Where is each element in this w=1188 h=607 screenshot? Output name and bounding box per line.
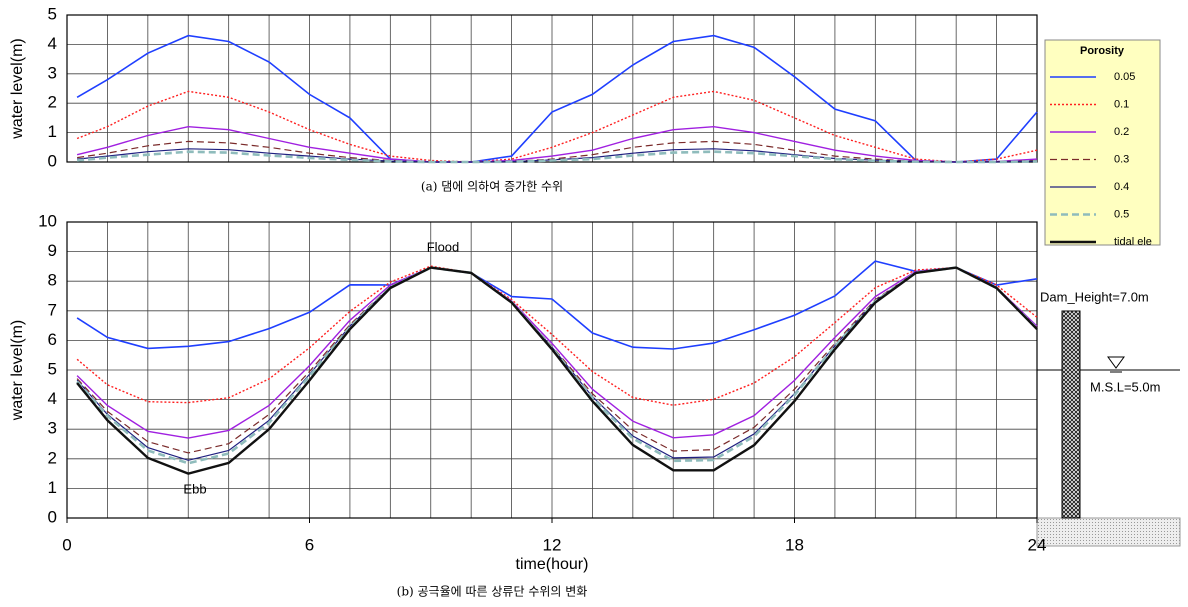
series-line bbox=[76, 260, 1038, 350]
legend-label: 0.3 bbox=[1114, 153, 1129, 165]
series-line bbox=[76, 266, 1038, 465]
plot-frame bbox=[66, 221, 1038, 519]
y-tick-label: 4 bbox=[48, 34, 57, 53]
series-line bbox=[76, 125, 1038, 163]
y-tick-label: 0 bbox=[48, 507, 57, 526]
y-tick-label: 5 bbox=[48, 359, 57, 378]
y-tick-label: 8 bbox=[48, 271, 57, 290]
y-tick-label: 1 bbox=[48, 122, 57, 141]
legend-label: 0.2 bbox=[1114, 126, 1129, 138]
y-tick-label: 6 bbox=[48, 330, 57, 349]
y-tick-label: 3 bbox=[48, 63, 57, 82]
plot-frame bbox=[66, 14, 1038, 163]
y-tick-label: 7 bbox=[48, 300, 57, 319]
caption: (b) 공극율에 따른 상류단 수위의 변화 bbox=[397, 585, 588, 599]
series-line bbox=[76, 266, 1038, 475]
y-tick-label: 10 bbox=[38, 211, 57, 230]
legend-label: 0.05 bbox=[1114, 71, 1135, 83]
x-tick-label: 24 bbox=[1028, 535, 1047, 554]
caption: (a) 댐에 의하여 증가한 수위 bbox=[421, 180, 563, 194]
y-tick-label: 3 bbox=[48, 419, 57, 438]
legend-title: Porosity bbox=[1080, 45, 1125, 57]
series-line bbox=[76, 266, 1038, 454]
annotation: M.S.L=5.0m bbox=[1090, 379, 1160, 394]
legend-box bbox=[1044, 39, 1161, 246]
ground bbox=[1036, 517, 1181, 547]
annotation: Ebb bbox=[183, 481, 206, 496]
annotation: Dam_Height=7.0m bbox=[1040, 289, 1149, 304]
x-tick-label: 12 bbox=[543, 535, 562, 554]
legend-label: 0.5 bbox=[1114, 208, 1129, 220]
x-axis-label: time(hour) bbox=[516, 556, 589, 573]
x-tick-label: 0 bbox=[62, 535, 71, 554]
y-tick-label: 2 bbox=[48, 448, 57, 467]
series-line bbox=[76, 266, 1038, 439]
x-tick-label: 6 bbox=[305, 535, 314, 554]
series-line bbox=[76, 34, 1038, 163]
dam bbox=[1061, 310, 1081, 519]
y-tick-label: 4 bbox=[48, 389, 57, 408]
y-tick-label: 0 bbox=[48, 151, 57, 170]
legend-label: 0.1 bbox=[1114, 98, 1129, 110]
y-tick-label: 5 bbox=[48, 4, 57, 23]
series-line bbox=[77, 140, 1038, 163]
x-tick-label: 18 bbox=[785, 535, 804, 554]
y-tick-label: 1 bbox=[48, 478, 57, 497]
series-line bbox=[76, 150, 1038, 164]
y-axis-label: water level(m) bbox=[9, 38, 26, 139]
y-tick-label: 2 bbox=[48, 93, 57, 112]
series-line bbox=[76, 90, 1038, 163]
y-axis-label: water level(m) bbox=[9, 320, 26, 421]
legend-label: 0.4 bbox=[1114, 181, 1129, 193]
y-tick-label: 9 bbox=[48, 241, 57, 260]
annotation: Flood bbox=[427, 239, 460, 254]
series-line bbox=[76, 265, 1038, 406]
legend-label: tidal ele bbox=[1114, 236, 1152, 248]
water-symbol bbox=[1107, 356, 1125, 369]
